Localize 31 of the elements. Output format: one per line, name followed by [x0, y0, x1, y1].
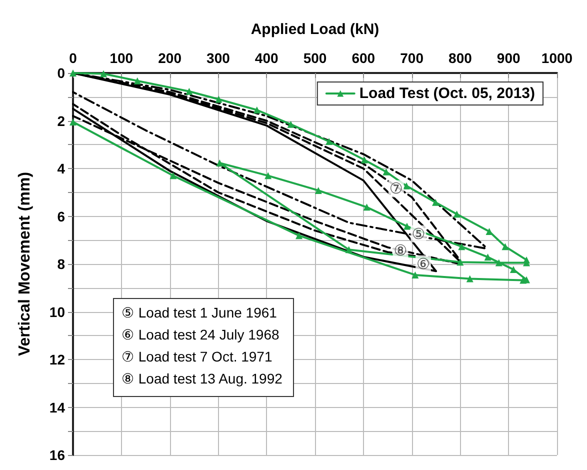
y-axis-title: Vertical Movement (mm)	[16, 172, 34, 356]
y-tick-label: 2	[57, 112, 66, 129]
x-tick-label: 0	[69, 50, 78, 66]
x-tick-label: 300	[206, 50, 230, 66]
x-tick-label: 700	[400, 50, 424, 66]
annotation: ⑤	[412, 224, 426, 243]
y-tick-label: 4	[57, 160, 66, 176]
y-tick-label: 14	[49, 399, 66, 416]
y-tick-label: 6	[57, 208, 66, 224]
x-axis-title: Applied Load (kN)	[250, 21, 380, 38]
annotation: ⑦	[389, 180, 403, 198]
annotation: ⑦ Load test 7 Oct. 1971	[122, 348, 272, 364]
x-tick-label: 1000	[541, 50, 573, 66]
legend-label: Load Test (Oct. 05, 2013)	[359, 85, 536, 102]
annotation: ⑧ Load test 13 Aug. 1992	[122, 370, 283, 386]
annotation: ⑥ Load test 24 July 1968	[122, 326, 280, 342]
y-tick-label: 10	[49, 304, 66, 320]
x-tick-label: 600	[352, 50, 376, 66]
x-tick-label: 900	[496, 50, 520, 66]
x-tick-label: 200	[158, 50, 182, 66]
x-tick-label: 400	[254, 50, 278, 66]
annotation: ⑥	[416, 254, 430, 273]
x-tick-label: 100	[110, 50, 134, 66]
x-tick-label: 800	[448, 50, 472, 66]
x-tick-label: 500	[303, 50, 327, 66]
y-tick-label: 16	[49, 447, 66, 463]
annotation: ⑤ Load test 1 June 1961	[122, 304, 278, 320]
y-tick-label: 0	[57, 65, 66, 81]
y-tick-label: 12	[49, 352, 66, 368]
y-tick-label: 8	[57, 256, 66, 272]
annotation: ⑧	[394, 241, 408, 260]
